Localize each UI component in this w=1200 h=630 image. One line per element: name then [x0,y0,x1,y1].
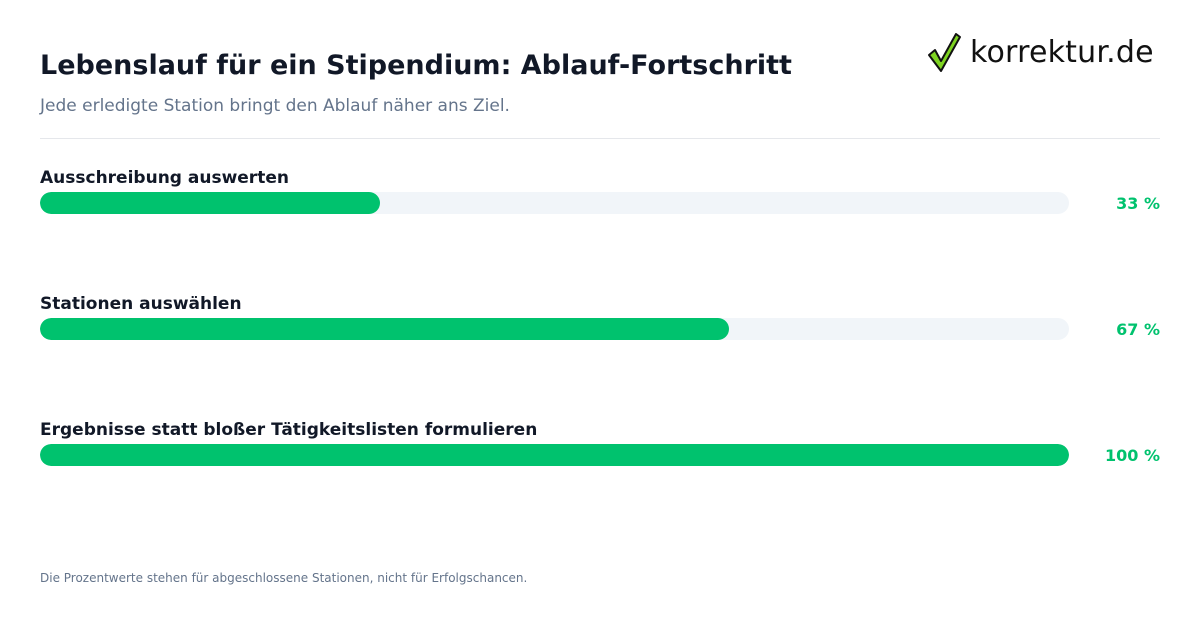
progress-track [40,444,1069,466]
brand-logo[interactable]: korrektur.de [926,30,1154,74]
progress-value-label: 67 % [1116,320,1160,339]
progress-track [40,192,1069,214]
progress-track [40,318,1069,340]
progress-row: Ausschreibung auswerten 33 % [40,168,1160,228]
progress-value-label: 33 % [1116,194,1160,213]
progress-row: Ergebnisse statt bloßer Tätigkeitslisten… [40,420,1160,480]
chart-subtitle: Jede erledigte Station bringt den Ablauf… [40,96,510,116]
logo-text: korrektur.de [970,34,1154,70]
checkmark-icon [928,33,961,72]
footnote: Die Prozentwerte stehen für abgeschlosse… [40,571,528,585]
progress-bar [40,318,729,340]
progress-bar [40,444,1069,466]
progress-bar [40,192,380,214]
progress-label: Ergebnisse statt bloßer Tätigkeitslisten… [40,420,538,440]
header-divider [40,138,1160,139]
progress-value-label: 100 % [1105,446,1160,465]
progress-row: Stationen auswählen 67 % [40,294,1160,354]
progress-label: Ausschreibung auswerten [40,168,289,188]
progress-label: Stationen auswählen [40,294,242,314]
chart-title: Lebenslauf für ein Stipendium: Ablauf-Fo… [40,50,792,81]
